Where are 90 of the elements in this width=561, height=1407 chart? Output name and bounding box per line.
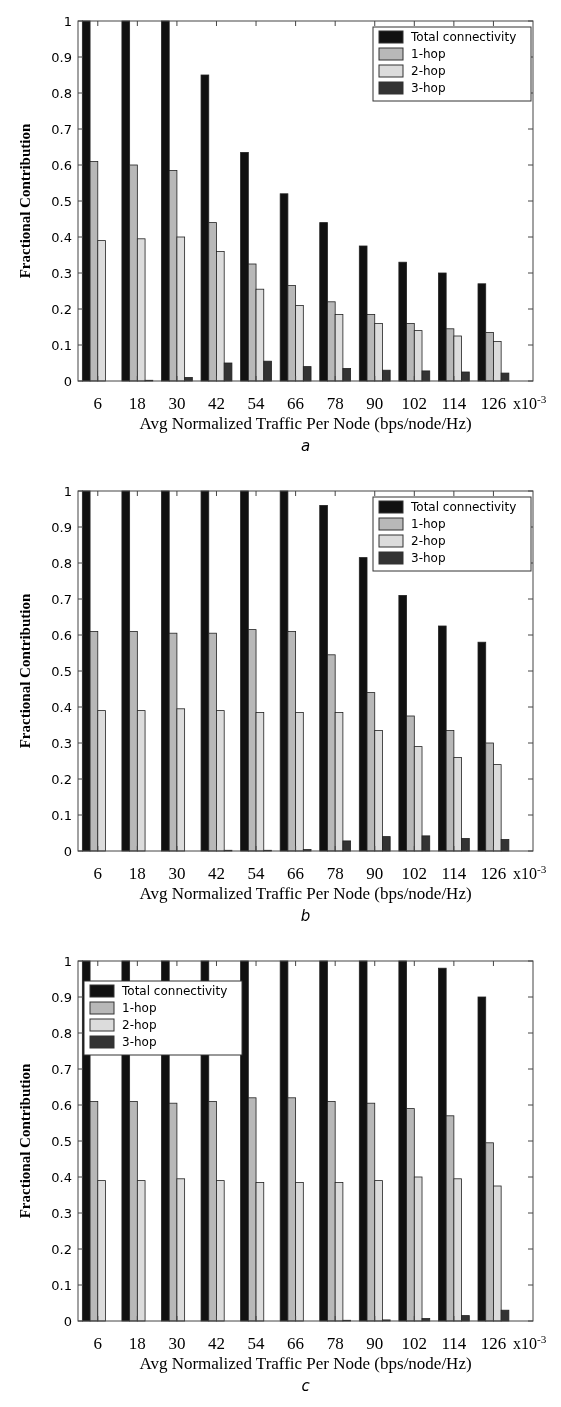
y-tick-label: 0.2 <box>51 301 72 317</box>
y-tick-label: 0.3 <box>51 735 72 751</box>
legend-label: 2-hop <box>411 64 446 78</box>
x-tick-label: 42 <box>207 394 225 413</box>
x-tick-label: 114 <box>441 1334 467 1353</box>
legend-label: 2-hop <box>411 534 446 548</box>
y-tick-label: 0.7 <box>51 121 72 137</box>
legend-label: 1-hop <box>411 47 446 61</box>
x-tick-label: 102 <box>401 1334 428 1353</box>
x-tick-label: 54 <box>247 864 266 883</box>
y-tick-label: 0.2 <box>51 771 72 787</box>
legend-label: 3-hop <box>411 81 446 95</box>
x-tick-label: 102 <box>401 394 428 413</box>
y-tick-label: 0.4 <box>51 1169 72 1185</box>
x-axis-title: Avg Normalized Traffic Per Node (bps/node/Hz) <box>139 1354 472 1373</box>
y-tick-label: 0.9 <box>51 49 72 65</box>
y-tick-label: 0.8 <box>51 555 72 571</box>
x-tick-label: 126 <box>480 864 507 883</box>
y-tick-label: 0.1 <box>51 807 72 823</box>
legend-label: 2-hop <box>122 1018 157 1032</box>
x-tick-label: 6 <box>93 1334 103 1353</box>
y-tick-label: 0.1 <box>51 337 72 353</box>
x-axis-title: Avg Normalized Traffic Per Node (bps/node/Hz) <box>139 414 472 433</box>
y-tick-label: 0.6 <box>51 627 72 643</box>
y-tick-label: 0.6 <box>51 157 72 173</box>
text: x10$^{-3}$ <box>513 1333 547 1352</box>
x-tick-label: 90 <box>366 864 384 883</box>
y-tick-label: 1 <box>63 483 72 499</box>
x-tick-label: 6 <box>93 394 103 413</box>
x-tick-label: 18 <box>128 394 146 413</box>
x-tick-label: 42 <box>207 864 225 883</box>
text: c <box>301 1377 311 1395</box>
x-tick-label: 18 <box>128 1334 146 1353</box>
x-axis-title: Avg Normalized Traffic Per Node (bps/node/Hz) <box>139 884 472 903</box>
y-tick-label: 0.4 <box>51 699 72 715</box>
legend-label: Total connectivity <box>121 984 228 998</box>
x-tick-label: 126 <box>480 394 507 413</box>
x-tick-label: 66 <box>287 1334 305 1353</box>
x-tick-label: 78 <box>326 394 344 413</box>
legend-label: 3-hop <box>411 551 446 565</box>
y-tick-label: 0.5 <box>51 193 72 209</box>
x-tick-label: 90 <box>366 394 384 413</box>
y-tick-label: 0 <box>63 373 72 389</box>
y-tick-label: 0.5 <box>51 1133 72 1149</box>
legend-label: Total connectivity <box>410 500 517 514</box>
legend-label: Total connectivity <box>410 30 517 44</box>
text: x10$^{-3}$ <box>513 393 547 412</box>
y-tick-label: 0.3 <box>51 1205 72 1221</box>
x-tick-label: 30 <box>168 864 186 883</box>
y-tick-label: 0.4 <box>51 229 72 245</box>
y-tick-label: 0.5 <box>51 663 72 679</box>
legend-label: 3-hop <box>122 1035 157 1049</box>
legend-label: 1-hop <box>411 517 446 531</box>
y-tick-label: 0.9 <box>51 989 72 1005</box>
y-tick-label: 1 <box>63 13 72 29</box>
x-tick-label: 114 <box>441 394 467 413</box>
y-tick-label: 1 <box>63 953 72 969</box>
y-tick-label: 0.8 <box>51 1025 72 1041</box>
text: b <box>300 907 311 925</box>
x-tick-label: 54 <box>247 1334 266 1353</box>
x-tick-label: 6 <box>93 864 103 883</box>
y-tick-label: 0.7 <box>51 591 72 607</box>
x-tick-label: 54 <box>247 394 266 413</box>
x-tick-label: 90 <box>366 1334 384 1353</box>
x-tick-label: 30 <box>168 394 186 413</box>
y-axis-title: Fractional Contribution <box>17 123 33 279</box>
y-axis-title: Fractional Contribution <box>17 1063 33 1219</box>
x-tick-label: 78 <box>326 864 344 883</box>
y-axis-title: Fractional Contribution <box>17 593 33 749</box>
x-tick-label: 30 <box>168 1334 186 1353</box>
x-tick-label: 18 <box>128 864 146 883</box>
y-tick-label: 0 <box>63 843 72 859</box>
x-tick-label: 66 <box>287 864 305 883</box>
x-tick-label: 78 <box>326 1334 344 1353</box>
y-tick-label: 0.3 <box>51 265 72 281</box>
y-tick-label: 0.2 <box>51 1241 72 1257</box>
x-tick-label: 126 <box>480 1334 507 1353</box>
y-tick-label: 0.7 <box>51 1061 72 1077</box>
y-tick-label: 0.8 <box>51 85 72 101</box>
y-tick-label: 0 <box>63 1313 72 1329</box>
y-tick-label: 0.6 <box>51 1097 72 1113</box>
x-tick-label: 42 <box>207 1334 225 1353</box>
y-tick-label: 0.1 <box>51 1277 72 1293</box>
legend-label: 1-hop <box>122 1001 157 1015</box>
y-tick-label: 0.9 <box>51 519 72 535</box>
text: a <box>300 437 311 455</box>
text: x10$^{-3}$ <box>513 863 547 882</box>
x-tick-label: 114 <box>441 864 467 883</box>
x-tick-label: 102 <box>401 864 428 883</box>
x-tick-label: 66 <box>287 394 305 413</box>
